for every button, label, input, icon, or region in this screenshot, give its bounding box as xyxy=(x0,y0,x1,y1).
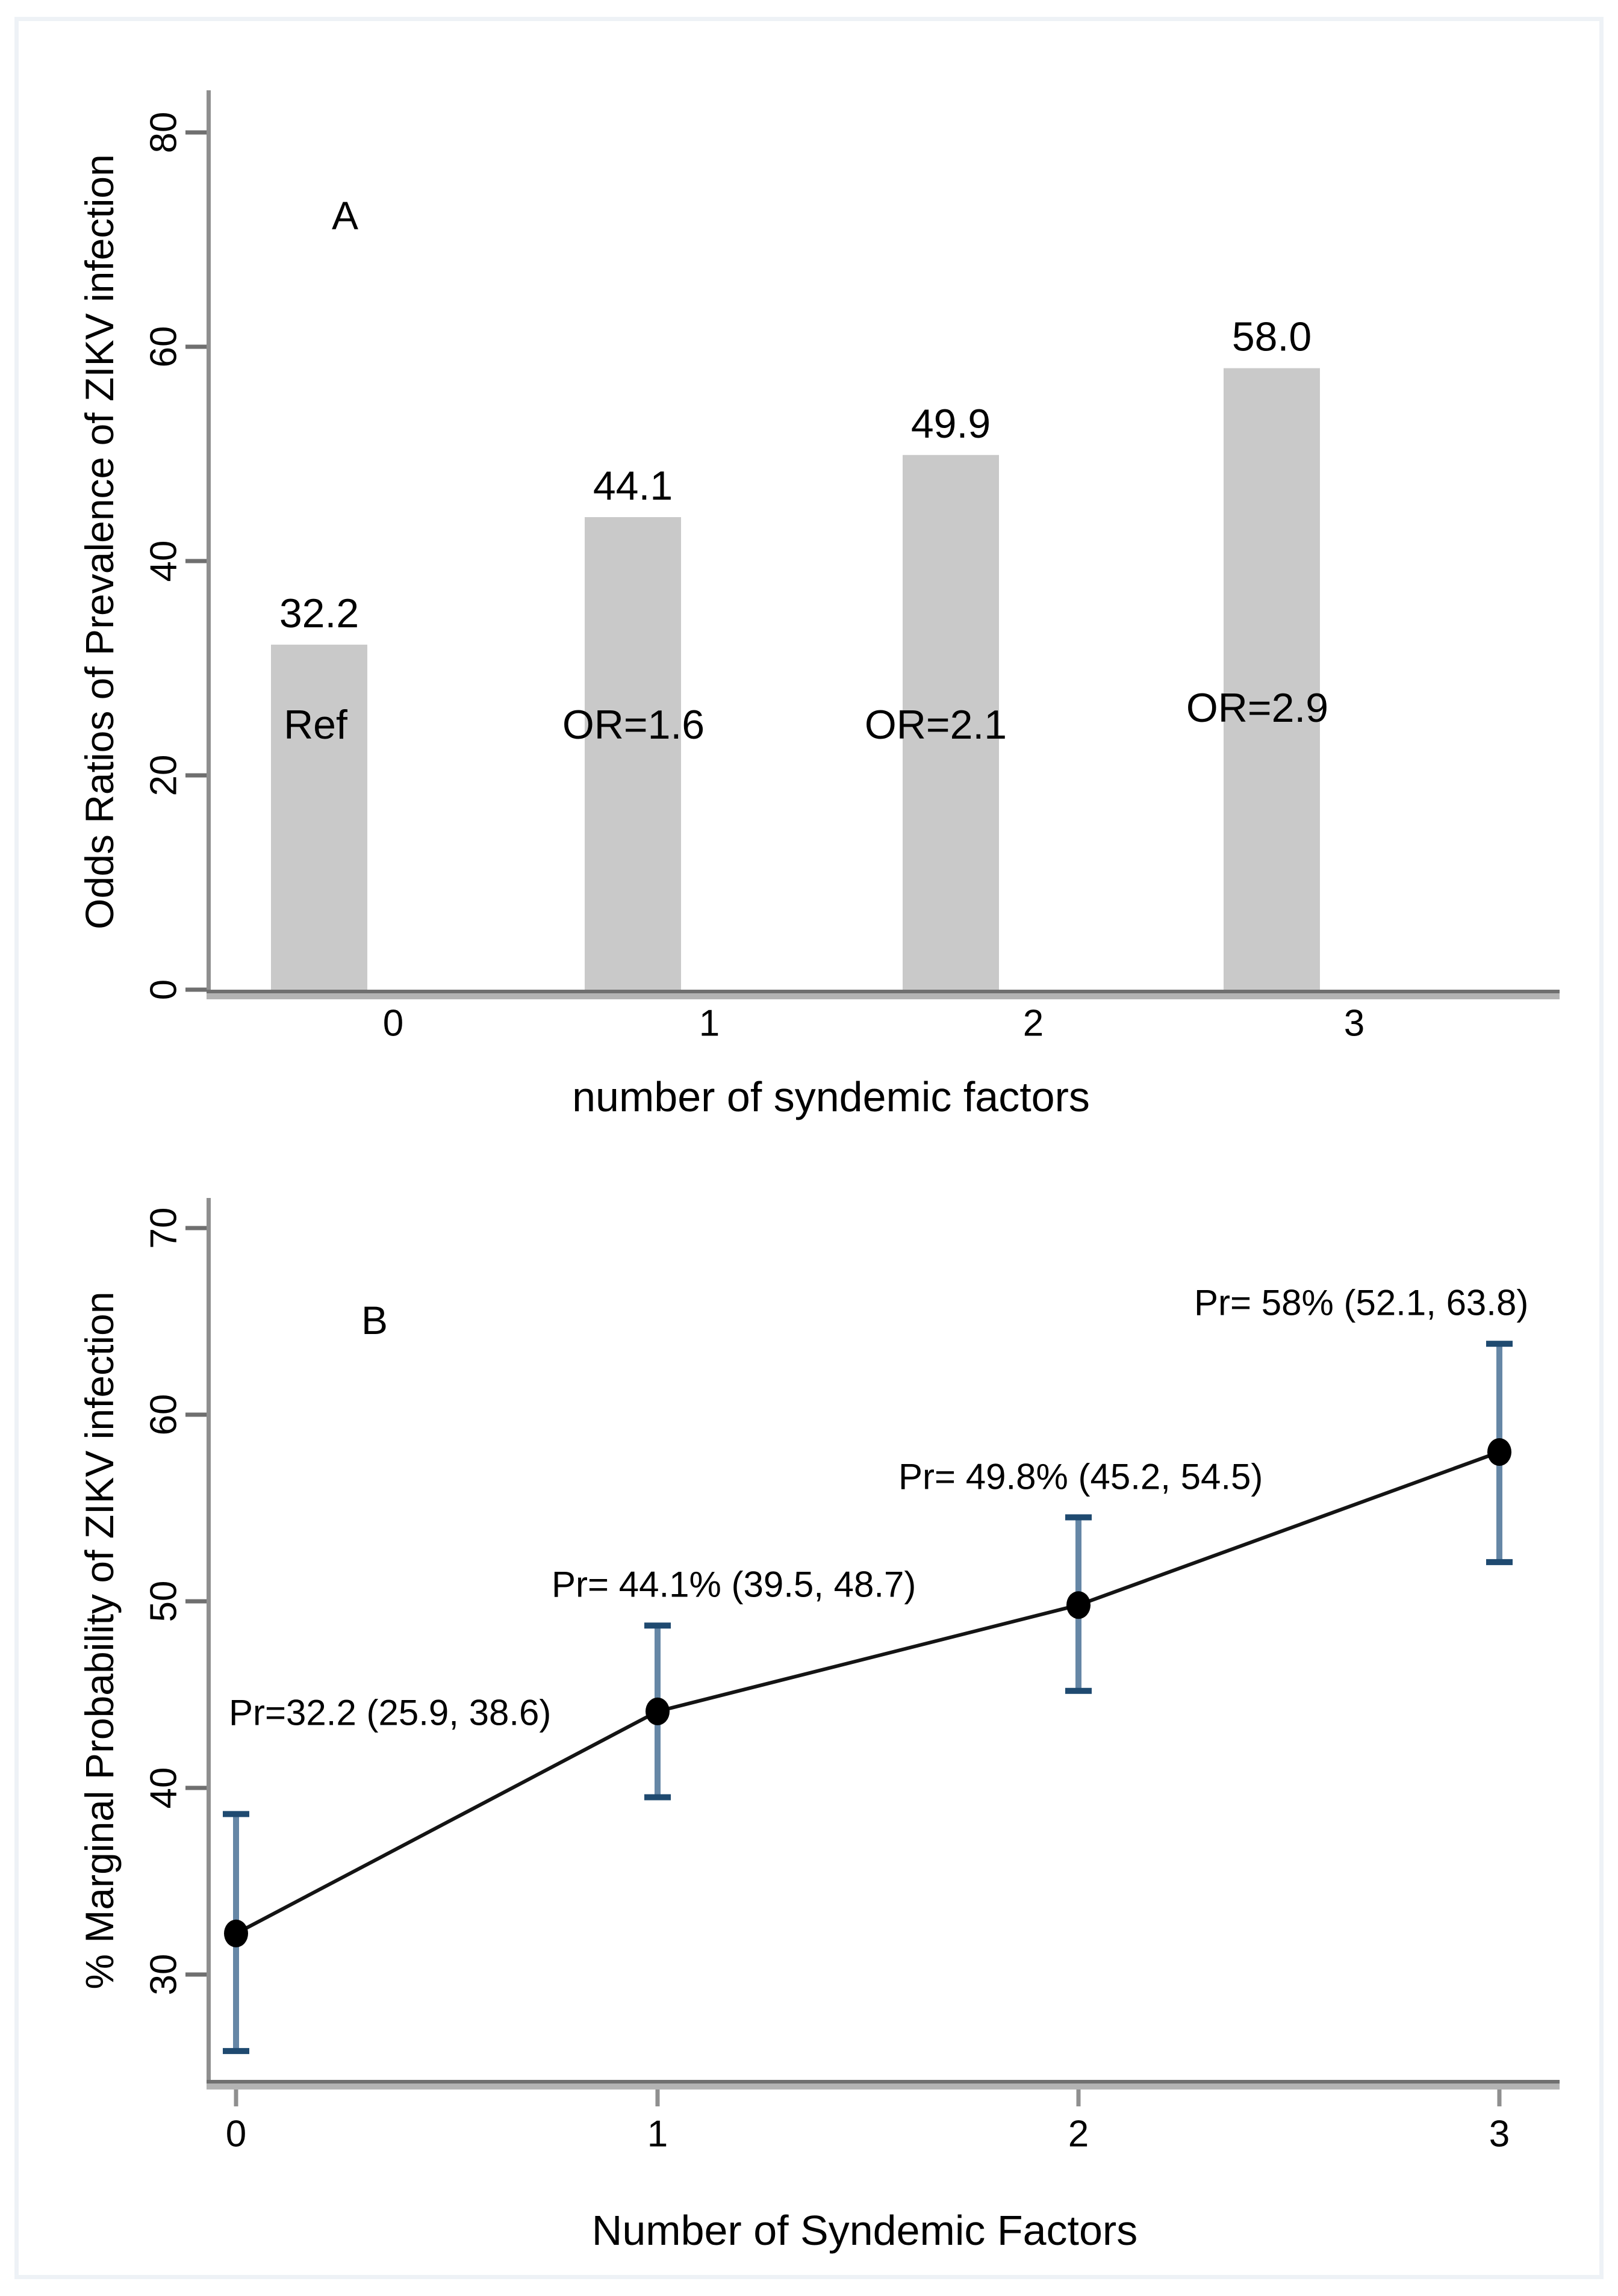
bar-annotation: OR=2.1 xyxy=(865,702,1007,748)
y-tick-label: 60 xyxy=(143,326,185,368)
x-axis-line xyxy=(207,990,1560,993)
y-tick xyxy=(185,773,207,778)
bar xyxy=(585,517,681,990)
x-axis-band xyxy=(207,2083,1560,2090)
x-tick-label: 3 xyxy=(1489,2114,1510,2155)
panel-b-letter: B xyxy=(361,1298,388,1342)
data-point xyxy=(646,1697,670,1725)
y-tick-label: 0 xyxy=(143,979,185,1000)
bar-value-label: 58.0 xyxy=(1232,314,1312,360)
y-tick-label: 60 xyxy=(143,1394,185,1436)
y-tick xyxy=(185,1226,207,1230)
x-tick-label: 0 xyxy=(226,2114,246,2155)
y-tick xyxy=(185,1786,207,1790)
data-point xyxy=(1066,1591,1091,1619)
point-annotation: Pr= 58% (52.1, 63.8) xyxy=(1194,1283,1528,1323)
x-tick xyxy=(1076,2090,1081,2106)
y-axis-line xyxy=(207,90,211,997)
y-tick-label: 30 xyxy=(143,1954,185,1996)
panel-a-letter: A xyxy=(332,193,358,238)
y-tick xyxy=(185,1412,207,1417)
y-tick-label: 50 xyxy=(143,1581,185,1622)
bar-annotation: OR=2.9 xyxy=(1186,685,1328,731)
x-tick-label: 3 xyxy=(1344,1003,1364,1044)
x-axis-title: number of syndemic factors xyxy=(572,1073,1090,1120)
point-annotation: Pr= 44.1% (39.5, 48.7) xyxy=(552,1565,916,1605)
bar xyxy=(271,644,367,990)
point-annotation: Pr= 49.8% (45.2, 54.5) xyxy=(898,1457,1263,1497)
point-annotation: Pr=32.2 (25.9, 38.6) xyxy=(229,1693,551,1733)
ci-cap-bottom xyxy=(1486,1559,1513,1565)
bar-annotation: OR=1.6 xyxy=(562,702,705,748)
bar-value-label: 32.2 xyxy=(279,591,359,636)
x-tick xyxy=(234,2090,238,2106)
y-tick xyxy=(185,987,207,992)
ci-cap-bottom xyxy=(223,2048,249,2055)
y-tick xyxy=(185,559,207,563)
y-axis-title: Odds Ratios of Prevalence of ZIKV infect… xyxy=(77,154,122,929)
y-tick xyxy=(185,344,207,349)
x-axis-band xyxy=(207,993,1560,999)
x-tick xyxy=(655,2090,660,2106)
bar-value-label: 49.9 xyxy=(911,401,991,447)
x-tick xyxy=(1497,2090,1502,2106)
y-tick-label: 40 xyxy=(143,541,185,582)
x-tick-label: 2 xyxy=(1023,1003,1044,1044)
y-axis-title: % Marginal Probability of ZIKV infection xyxy=(77,1291,122,1989)
bar-annotation: Ref xyxy=(284,702,347,748)
ci-cap-top xyxy=(644,1622,671,1629)
x-axis-title: Number of Syndemic Factors xyxy=(592,2207,1137,2254)
bar xyxy=(1224,368,1320,990)
ci-cap-top xyxy=(1486,1341,1513,1347)
trend-line xyxy=(235,1450,1501,1935)
ci-cap-bottom xyxy=(644,1794,671,1801)
y-tick-label: 20 xyxy=(143,755,185,796)
x-tick-label: 1 xyxy=(699,1003,720,1044)
x-tick-label: 0 xyxy=(383,1003,403,1044)
x-tick-label: 2 xyxy=(1068,2114,1089,2155)
ci-cap-bottom xyxy=(1065,1687,1092,1694)
y-tick-label: 40 xyxy=(143,1767,185,1809)
x-tick-label: 1 xyxy=(647,2114,668,2155)
y-tick xyxy=(185,1599,207,1604)
ci-cap-top xyxy=(223,1811,249,1817)
y-axis-line xyxy=(207,1198,211,2083)
y-tick xyxy=(185,1972,207,1977)
y-tick xyxy=(185,130,207,135)
bar xyxy=(903,455,999,990)
y-tick-label: 80 xyxy=(143,112,185,154)
x-axis-line xyxy=(207,2080,1560,2083)
data-point xyxy=(1487,1438,1511,1466)
y-tick-label: 70 xyxy=(143,1208,185,1249)
data-point xyxy=(224,1919,248,1947)
bar-value-label: 44.1 xyxy=(593,463,673,509)
ci-cap-top xyxy=(1065,1514,1092,1521)
